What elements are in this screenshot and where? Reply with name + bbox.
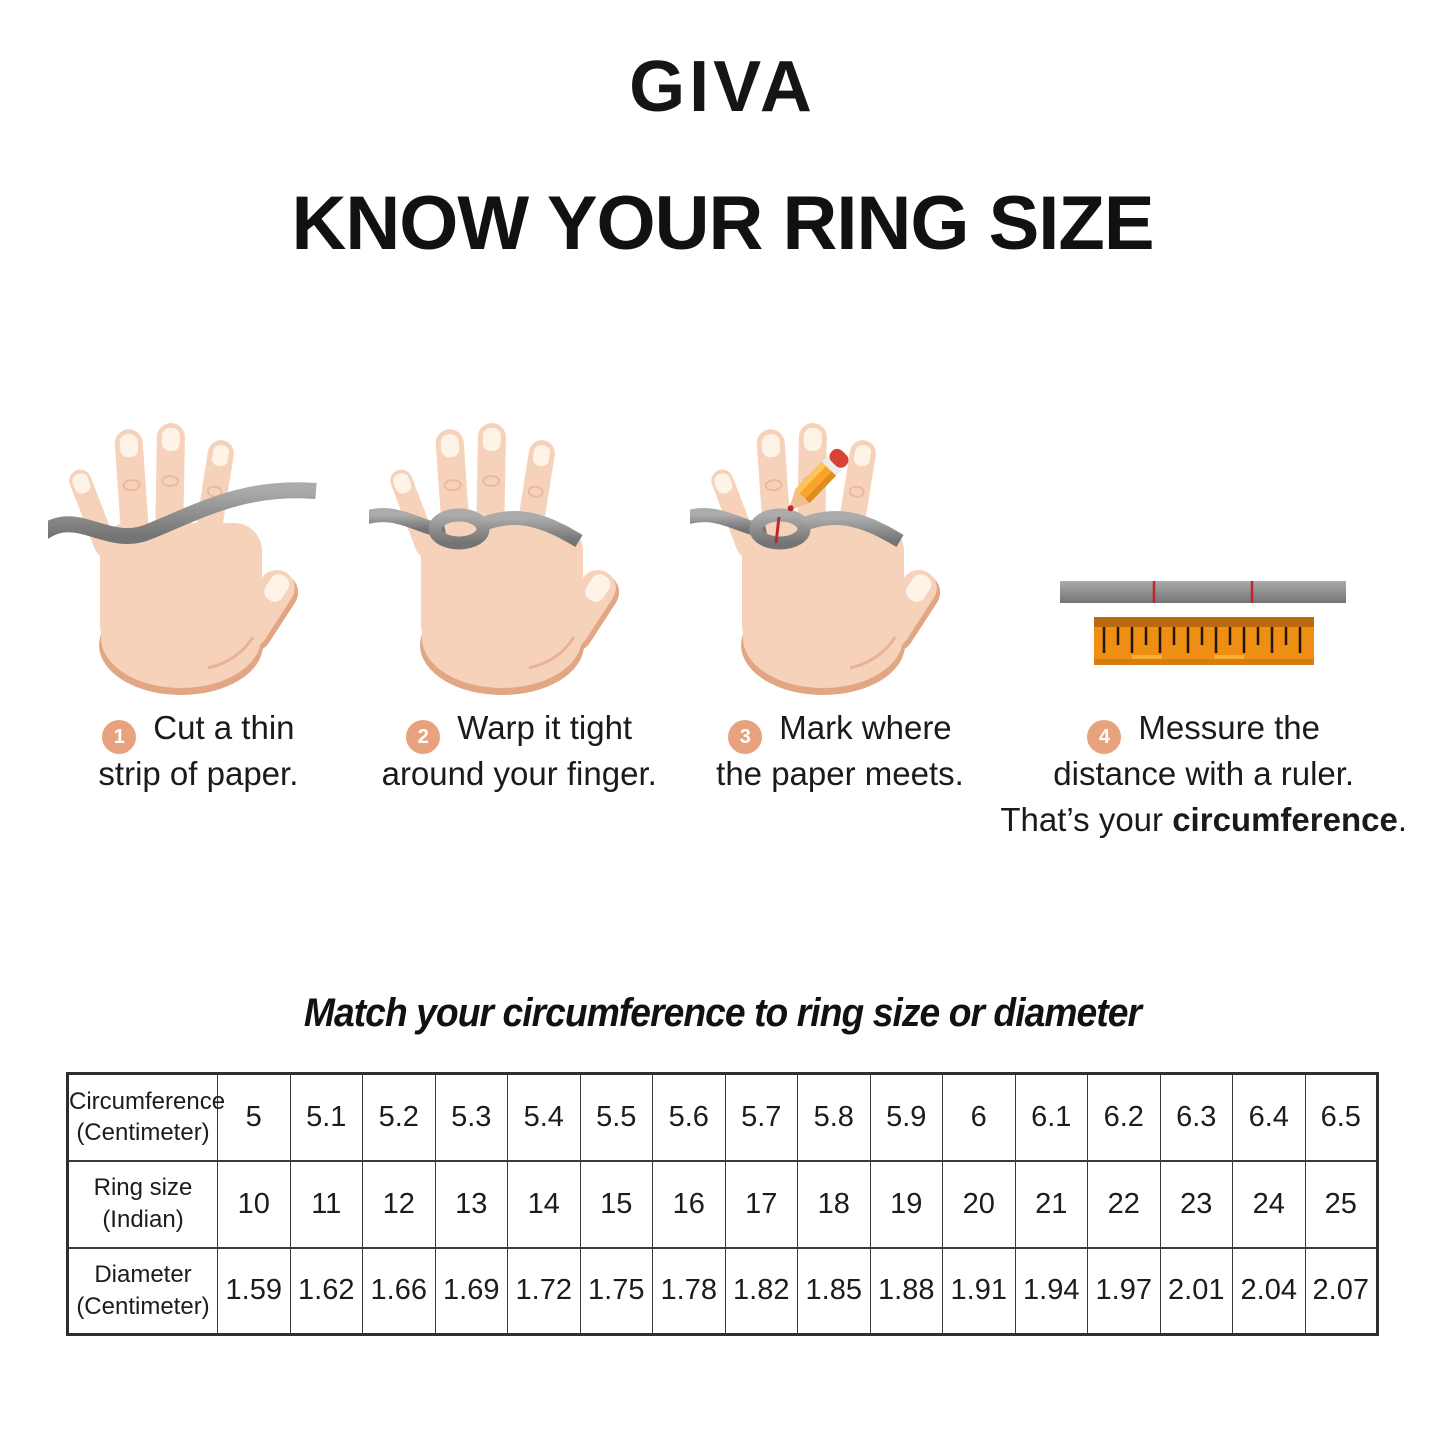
- table-cell: 2.01: [1159, 1246, 1233, 1335]
- table-cell: 1.94: [1014, 1246, 1088, 1335]
- row-header: Diameter (Centimeter): [67, 1246, 218, 1335]
- step-2-caption: 2 Warp it tight around your finger.: [382, 705, 657, 797]
- table-cell: 12: [362, 1159, 436, 1248]
- table-cell: 6.4: [1232, 1072, 1306, 1161]
- table-cell: 21: [1014, 1159, 1088, 1248]
- table-cell: 1.62: [289, 1246, 363, 1335]
- table-cell: 15: [579, 1159, 653, 1248]
- table-row: Ring size (Indian) 10 11 12 13 14 15 16 17 18 19 20…: [67, 1159, 1378, 1248]
- table-cell: 5.1: [289, 1072, 363, 1161]
- table-cell: 1.59: [217, 1246, 291, 1335]
- size-table-wrap: Circumference (Centimeter) 5 5.1 5.2 5.3 5.4 5…: [66, 1072, 1379, 1336]
- step-2: 2 Warp it tight around your finger.: [358, 405, 680, 843]
- table-cell: 11: [289, 1159, 363, 1248]
- ring-size-table-body: Circumference (Centimeter) 5 5.1 5.2 5.3 5.4 5…: [67, 1072, 1378, 1335]
- step-1-line2: strip of paper.: [98, 755, 299, 792]
- table-cell: 1.66: [362, 1246, 436, 1335]
- table-cell: 1.97: [1087, 1246, 1161, 1335]
- table-cell: 14: [507, 1159, 581, 1248]
- step-number-badge: 4: [1087, 720, 1122, 754]
- table-cell: 10: [217, 1159, 291, 1248]
- table-cell: 1.88: [869, 1246, 943, 1335]
- table-cell: 25: [1304, 1159, 1378, 1248]
- step-4: 4 Messure the distance with a ruler. That…: [1000, 405, 1407, 843]
- giva-logo: GIVA: [629, 47, 816, 127]
- table-cell: 6.5: [1304, 1072, 1378, 1161]
- step-3-line2: the paper meets.: [716, 755, 964, 792]
- table-cell: 1.72: [507, 1246, 581, 1335]
- steps-row: 1 Cut a thin strip of paper. 2 Warp it tig…: [0, 405, 1445, 843]
- step-number-badge: 1: [102, 720, 137, 754]
- table-cell: 1.82: [724, 1246, 798, 1335]
- table-cell: 19: [869, 1159, 943, 1248]
- step-number-badge: 2: [406, 720, 441, 754]
- table-cell: 18: [797, 1159, 871, 1248]
- table-cell: 6.1: [1014, 1072, 1088, 1161]
- step-4-caption: 4 Messure the distance with a ruler. That…: [1000, 705, 1407, 843]
- row-header: Ring size (Indian): [67, 1159, 218, 1248]
- table-cell: 20: [942, 1159, 1016, 1248]
- table-cell: 1.69: [434, 1246, 508, 1335]
- step-1: 1 Cut a thin strip of paper.: [35, 405, 359, 843]
- table-row: Circumference (Centimeter) 5 5.1 5.2 5.3 5.4 5…: [67, 1072, 1378, 1161]
- step-1-caption: 1 Cut a thin strip of paper.: [98, 705, 298, 797]
- step-3: 3 Mark where the paper meets.: [679, 405, 1001, 843]
- table-cell: 5.2: [362, 1072, 436, 1161]
- table-cell: 6.3: [1159, 1072, 1233, 1161]
- hand-strip-pencil-illustration: [679, 405, 990, 697]
- step-2-line2: around your finger.: [381, 755, 657, 792]
- step-1-line1: Cut a thin: [153, 709, 295, 746]
- table-cell: 1.91: [942, 1246, 1016, 1335]
- page-title: KNOW YOUR RING SIZE: [291, 181, 1154, 266]
- table-cell: 24: [1232, 1159, 1306, 1248]
- row-header: Circumference (Centimeter): [67, 1072, 225, 1161]
- table-cell: 6.2: [1087, 1072, 1161, 1161]
- step-4-line1: Messure the: [1138, 709, 1320, 746]
- table-cell: 5.9: [869, 1072, 943, 1161]
- table-cell: 1.85: [797, 1246, 871, 1335]
- header: GIVA KNOW YOUR RING SIZE: [0, 0, 1445, 267]
- table-cell: 22: [1087, 1159, 1161, 1248]
- table-cell: 6: [942, 1072, 1016, 1161]
- table-cell: 2.04: [1232, 1246, 1306, 1335]
- step-number-badge: 3: [728, 720, 763, 754]
- ruler-icon: [1093, 617, 1314, 665]
- table-cell: 17: [724, 1159, 798, 1248]
- table-cell: 5.4: [507, 1072, 581, 1161]
- table-cell: 1.75: [579, 1246, 653, 1335]
- table-cell: 5: [217, 1072, 291, 1161]
- step-3-line1: Mark where: [779, 709, 952, 746]
- table-cell: 5.6: [652, 1072, 726, 1161]
- table-cell: 2.07: [1304, 1246, 1378, 1335]
- table-cell: 13: [434, 1159, 508, 1248]
- step-4-line3: That’s your circumference.: [1000, 801, 1407, 838]
- table-cell: 5.8: [797, 1072, 871, 1161]
- pencil-icon: [787, 448, 849, 512]
- table-row: Diameter (Centimeter) 1.59 1.62 1.66 1.69 1.7…: [67, 1246, 1378, 1335]
- hand-strip-wrapped-illustration: [358, 405, 669, 697]
- table-cell: 5.5: [579, 1072, 653, 1161]
- table-cell: 1.78: [652, 1246, 726, 1335]
- table-cell: 5.7: [724, 1072, 798, 1161]
- step-4-line2: distance with a ruler.: [1053, 755, 1355, 792]
- strip-and-ruler-illustration: [1054, 405, 1354, 695]
- hand-paper-strip-illustration: [35, 405, 348, 697]
- match-heading: Match your circumference to ring size or…: [303, 991, 1142, 1035]
- ring-size-table: Circumference (Centimeter) 5 5.1 5.2 5.3 5.4 5…: [66, 1072, 1379, 1336]
- table-cell: 5.3: [434, 1072, 508, 1161]
- step-3-caption: 3 Mark where the paper meets.: [716, 705, 964, 797]
- step-2-line1: Warp it tight: [457, 709, 633, 746]
- table-cell: 23: [1159, 1159, 1233, 1248]
- table-cell: 16: [652, 1159, 726, 1248]
